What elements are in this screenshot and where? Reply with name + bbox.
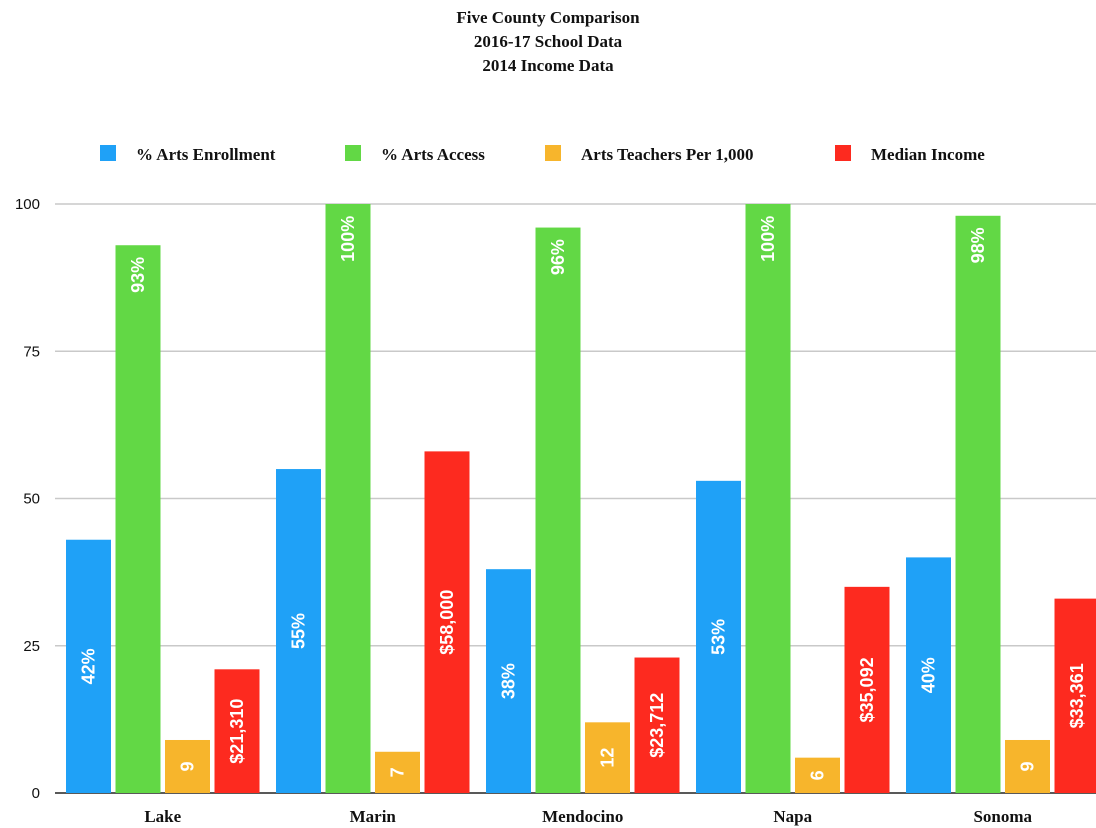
bar-data-label: 100% — [338, 216, 358, 262]
bar-data-label: 100% — [758, 216, 778, 262]
legend-label: Median Income — [871, 145, 985, 164]
bar — [745, 204, 791, 793]
y-tick-label: 50 — [23, 491, 40, 508]
y-tick-label: 0 — [32, 785, 40, 802]
x-category-label: Mendocino — [542, 807, 623, 826]
bar — [535, 227, 581, 793]
bar — [486, 569, 531, 793]
bar — [1005, 739, 1050, 793]
legend-label: Arts Teachers Per 1,000 — [581, 145, 754, 164]
bar — [696, 480, 741, 793]
y-tick-label: 25 — [23, 638, 40, 655]
x-category-label: Napa — [773, 807, 812, 826]
chart-title-line-3: 2014 Income Data — [482, 56, 614, 75]
bar-data-label: 9 — [178, 761, 198, 771]
bar-data-label: $35,092 — [857, 657, 877, 722]
bar — [115, 245, 161, 794]
bar-data-label: 12 — [598, 748, 618, 768]
bar — [66, 539, 111, 793]
bar-data-label: $21,310 — [227, 699, 247, 764]
bar-data-label: 38% — [499, 663, 519, 699]
bar-data-label: 40% — [919, 657, 939, 693]
bar — [585, 722, 630, 793]
bar — [844, 586, 890, 793]
bar-data-label: 98% — [968, 227, 988, 263]
bar — [325, 204, 371, 793]
bar-data-label: $23,712 — [647, 693, 667, 758]
bar-data-label: 6 — [808, 770, 828, 780]
x-category-label: Sonoma — [973, 807, 1032, 826]
bar — [1054, 598, 1096, 793]
bar-data-label: 93% — [128, 257, 148, 293]
bar — [795, 757, 840, 793]
x-category-label: Marin — [350, 807, 397, 826]
bar — [906, 557, 951, 793]
x-category-label: Lake — [144, 807, 181, 826]
legend-swatch — [545, 145, 561, 161]
y-tick-label: 75 — [23, 343, 40, 360]
chart-title-line-2: 2016-17 School Data — [473, 32, 623, 51]
bar — [375, 751, 420, 793]
bar — [214, 669, 260, 793]
bar — [424, 451, 470, 793]
y-tick-label: 100 — [15, 196, 40, 213]
legend-label: % Arts Enrollment — [136, 145, 276, 164]
legend-swatch — [100, 145, 116, 161]
bar — [165, 739, 210, 793]
legend-swatch — [835, 145, 851, 161]
chart-title-line-1: Five County Comparison — [456, 8, 640, 27]
bar-data-label: 7 — [388, 767, 408, 777]
bar — [276, 469, 321, 793]
legend-label: % Arts Access — [381, 145, 485, 164]
bar-data-label: 96% — [548, 239, 568, 275]
legend-swatch — [345, 145, 361, 161]
bar — [634, 657, 680, 793]
bar-data-label: 53% — [709, 619, 729, 655]
bar-data-label: $33,361 — [1067, 663, 1087, 728]
bar-data-label: 55% — [289, 613, 309, 649]
bar-data-label: $58,000 — [437, 590, 457, 655]
bar — [955, 215, 1001, 793]
bar-data-label: 42% — [79, 648, 99, 684]
chart-title: Five County Comparison 2016-17 School Da… — [0, 6, 1096, 78]
bar-data-label: 9 — [1018, 761, 1038, 771]
